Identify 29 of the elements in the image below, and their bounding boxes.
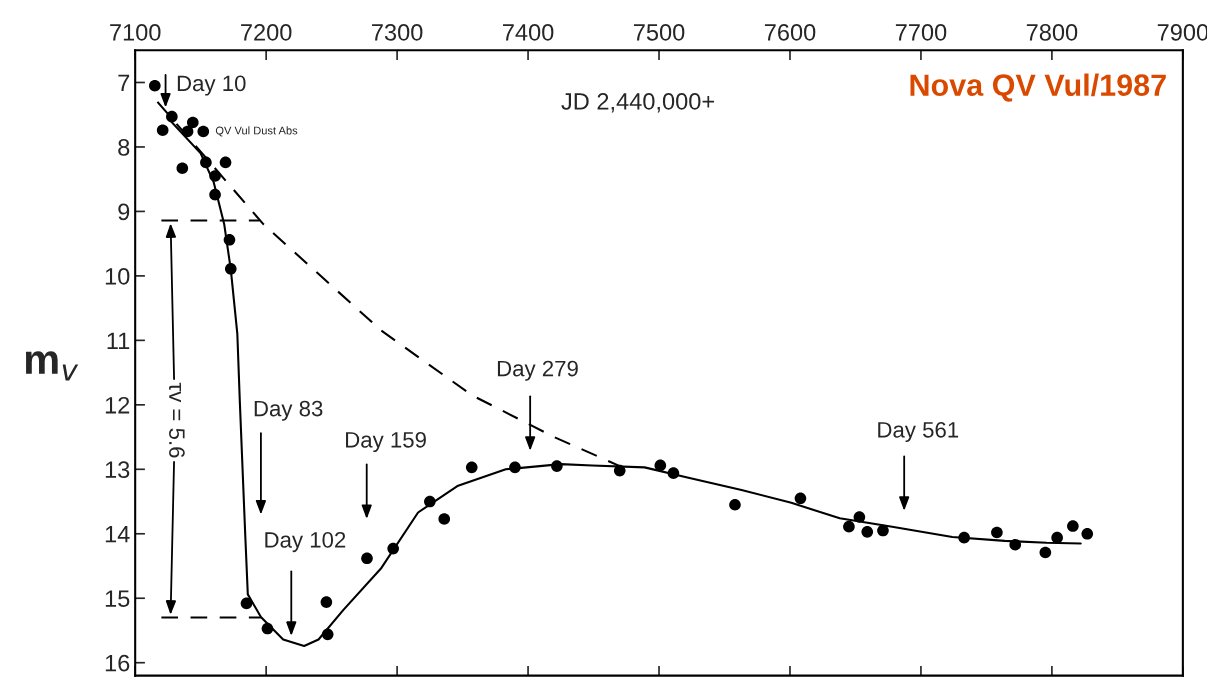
y-tick-label: 14 <box>105 526 130 543</box>
x-tick-label: 7600 <box>764 24 816 41</box>
annotation: Day 83 <box>254 400 323 421</box>
y-tick-label: 16 <box>105 654 130 672</box>
y-tick-label: 10 <box>105 267 130 285</box>
y-tick-label: 9 <box>118 203 130 221</box>
x-tick-label: 7500 <box>633 24 685 41</box>
annotation: Day 10 <box>177 75 246 96</box>
x-tick-label: 7200 <box>241 24 292 41</box>
y-tick-label: 13 <box>105 461 130 479</box>
annotation: QV Vul Dust Abs <box>215 126 298 137</box>
annotation: Day 279 <box>497 360 578 381</box>
y-tick-label: 8 <box>118 139 130 156</box>
y-tick-label: 12 <box>105 396 130 414</box>
y-tick-label: 7 <box>118 74 130 92</box>
annotation: Day 102 <box>265 532 346 553</box>
text: Nova QV Vul/1987 <box>910 73 1166 102</box>
y-tick-label: 11 <box>107 332 130 349</box>
annotation: Day 159 <box>346 431 426 453</box>
x-tick-label: 7800 <box>1026 24 1078 41</box>
annotation: Day 561 <box>878 421 959 443</box>
y-tick-label: 15 <box>105 590 130 608</box>
x-tick-label: 7300 <box>372 24 423 41</box>
annotation: τv = 5.6 <box>169 382 185 458</box>
y-axis-title: m$_{v}$ <box>25 351 79 381</box>
x-tick-label: 7400 <box>503 24 554 41</box>
annotation: JD 2,440,000+ <box>561 93 715 113</box>
x-tick-label: 7700 <box>895 24 947 41</box>
x-tick-label: 7100 <box>110 24 161 41</box>
